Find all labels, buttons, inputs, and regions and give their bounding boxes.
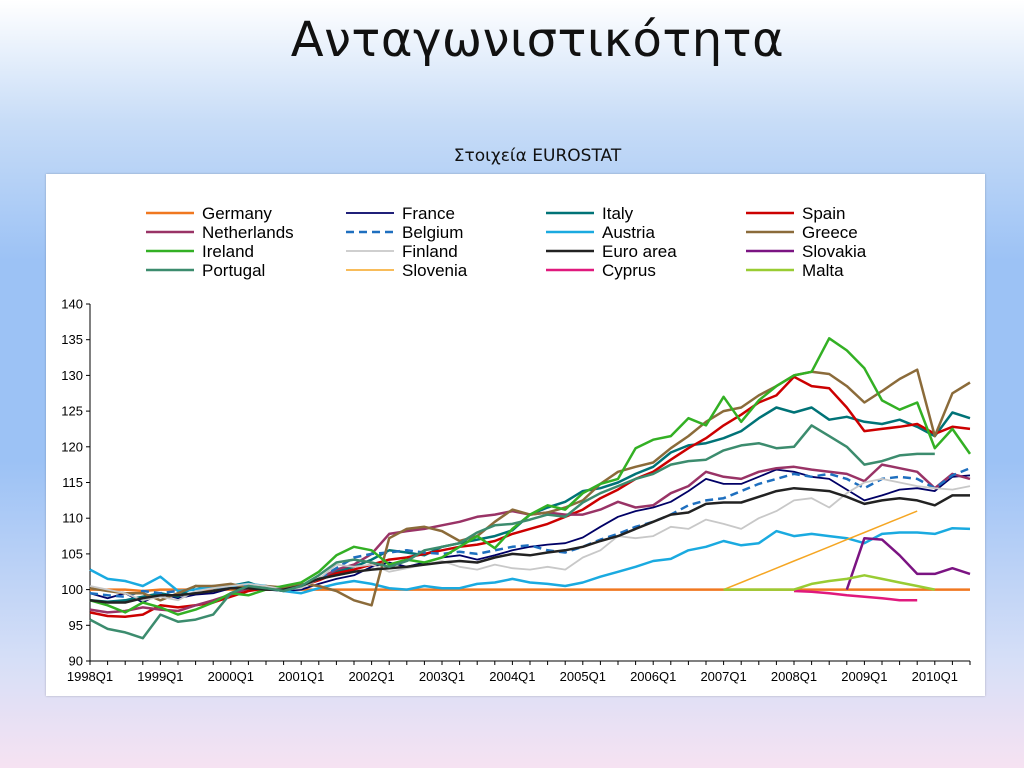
legend-label: Cyprus [602,261,656,280]
slide-title: Ανταγωνιστικότητα [290,12,785,68]
y-tick-label: 125 [61,404,83,419]
x-tick-label: 2003Q1 [419,669,465,684]
legend-label: Austria [602,223,655,242]
series-line-finland [89,477,971,602]
x-tick-label: 1999Q1 [137,669,183,684]
y-tick-label: 100 [61,582,83,597]
line-chart: 90 95 100 105 110 115 120 125 130 135 140 1998Q1 199… [61,204,972,684]
series-line-portugal [89,424,935,640]
y-tick-label: 90 [69,654,83,669]
x-tick-label: 2006Q1 [630,669,676,684]
y-tick-label: 135 [61,332,83,347]
legend-label: Belgium [402,223,463,242]
x-tick-label: 2007Q1 [700,669,746,684]
x-tick-label: 2010Q1 [912,669,958,684]
chart-frame: 90 95 100 105 110 115 120 125 130 135 140 1998Q1 199… [46,174,985,696]
x-tick-label: 2000Q1 [208,669,254,684]
series-line-cyprus [793,589,918,602]
legend-label: Germany [202,204,272,223]
series-line-slovakia [845,536,971,591]
x-tick-label: 2009Q1 [841,669,887,684]
y-tick-label: 105 [61,546,83,561]
x-tick-label: 2001Q1 [278,669,324,684]
legend-label: Italy [602,204,634,223]
series-line-euro-area [89,486,970,604]
series-line-slovenia [723,510,918,591]
chart-title: Στοιχεία EUROSTAT [453,146,622,166]
x-tick-label: 2008Q1 [771,669,817,684]
legend-label: Malta [802,261,844,280]
legend-label: Finland [402,242,458,261]
legend-label: Netherlands [202,223,294,242]
legend-label: Greece [802,223,858,242]
series-line-belgium [89,467,971,598]
legend-label: Spain [802,204,845,223]
series-line-italy [89,406,971,603]
series-line-austria [89,526,971,595]
y-tick-label: 130 [61,368,83,383]
legend-label: Portugal [202,261,265,280]
legend-label: Euro area [602,242,677,261]
x-tick-label: 2005Q1 [560,669,606,684]
x-tick-label: 2004Q1 [489,669,535,684]
y-tick-label: 115 [62,475,83,490]
y-tick-label: 140 [61,297,83,312]
y-tick-label: 95 [69,618,83,633]
x-tick-label: 2002Q1 [348,669,394,684]
legend-label: France [402,204,455,223]
series-line-ireland [89,337,972,616]
y-tick-label: 110 [62,511,83,526]
y-tick-label: 120 [61,439,83,454]
legend-label: Slovakia [802,242,867,261]
legend-label: Slovenia [402,261,468,280]
series-line-malta [723,574,936,591]
x-tick-label: 1998Q1 [67,669,113,684]
legend-label: Ireland [202,242,254,261]
